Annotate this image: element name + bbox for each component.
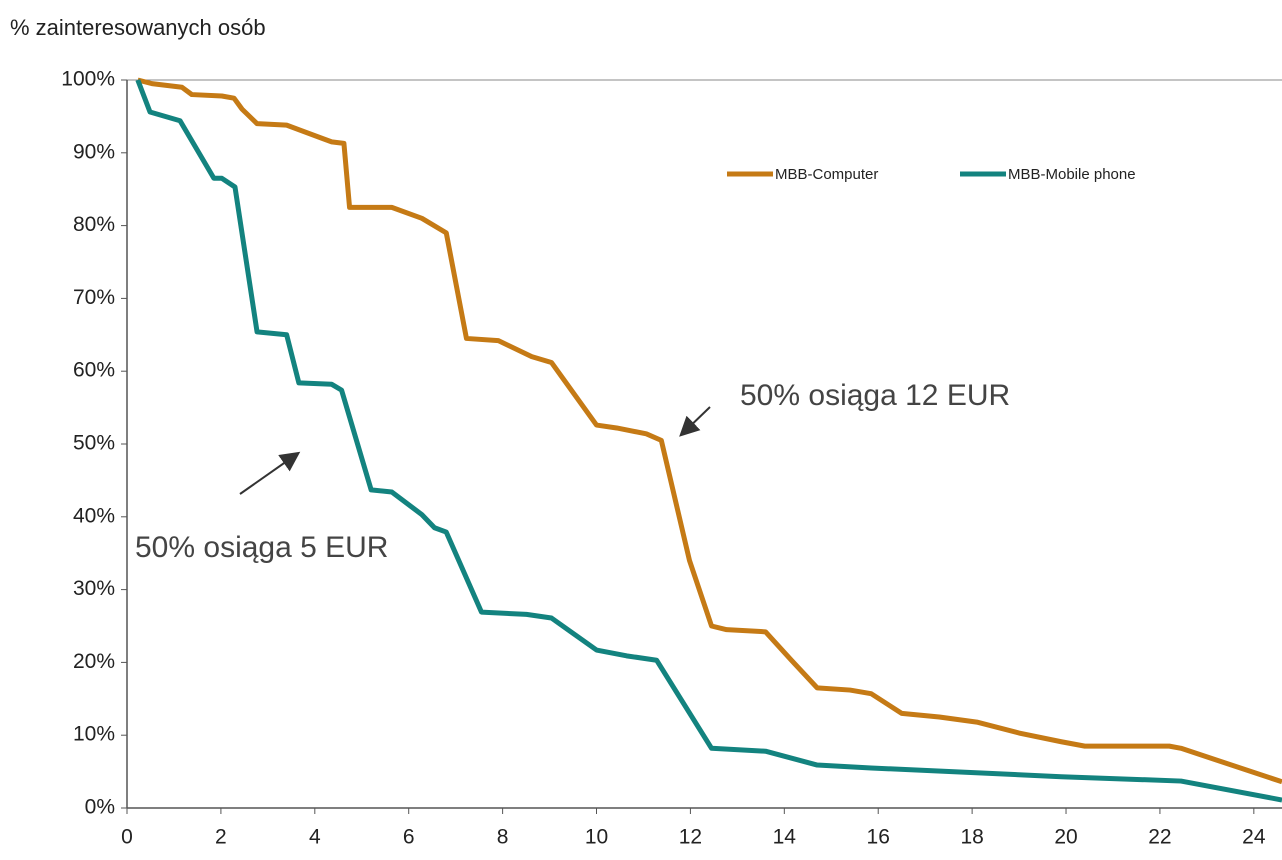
x-tick-label: 0: [121, 826, 133, 849]
y-tick-label: 80%: [73, 213, 115, 236]
y-tick-label: 70%: [73, 286, 115, 309]
x-tick-label: 10: [585, 826, 608, 849]
annotation-arrow: [679, 406, 711, 437]
x-tick-label: 16: [867, 826, 890, 849]
legend-label: MBB-Mobile phone: [1008, 166, 1136, 183]
x-tick-label: 8: [497, 826, 509, 849]
y-tick-label: 100%: [61, 68, 115, 91]
y-tick-label: 20%: [73, 650, 115, 673]
y-tick-label: 30%: [73, 577, 115, 600]
annotation: 50% osiąga 12 EUR: [740, 379, 1010, 412]
y-axis-label: % zainteresowanych osób: [10, 15, 266, 40]
x-tick-label: 14: [773, 826, 797, 849]
x-tick-label: 18: [960, 826, 983, 849]
x-tick-label: 4: [309, 826, 321, 849]
y-tick-label: 10%: [73, 723, 115, 746]
x-tick-label: 20: [1054, 826, 1077, 849]
x-tick-label: 24: [1242, 826, 1266, 849]
series-line: [137, 77, 1282, 785]
annotation-arrow: [239, 451, 301, 495]
y-tick-label: 50%: [73, 432, 115, 455]
x-tick-label: 2: [215, 826, 227, 849]
x-tick-label: 12: [679, 826, 702, 849]
series-line: [135, 79, 1282, 803]
y-tick-label: 0%: [85, 796, 115, 819]
annotation: 50% osiąga 5 EUR: [135, 531, 388, 564]
y-tick-label: 90%: [73, 140, 115, 163]
y-tick-label: 60%: [73, 359, 115, 382]
legend-label: MBB-Computer: [775, 166, 878, 183]
x-tick-label: 22: [1148, 826, 1171, 849]
y-tick-label: 40%: [73, 504, 115, 527]
x-tick-label: 6: [403, 826, 415, 849]
